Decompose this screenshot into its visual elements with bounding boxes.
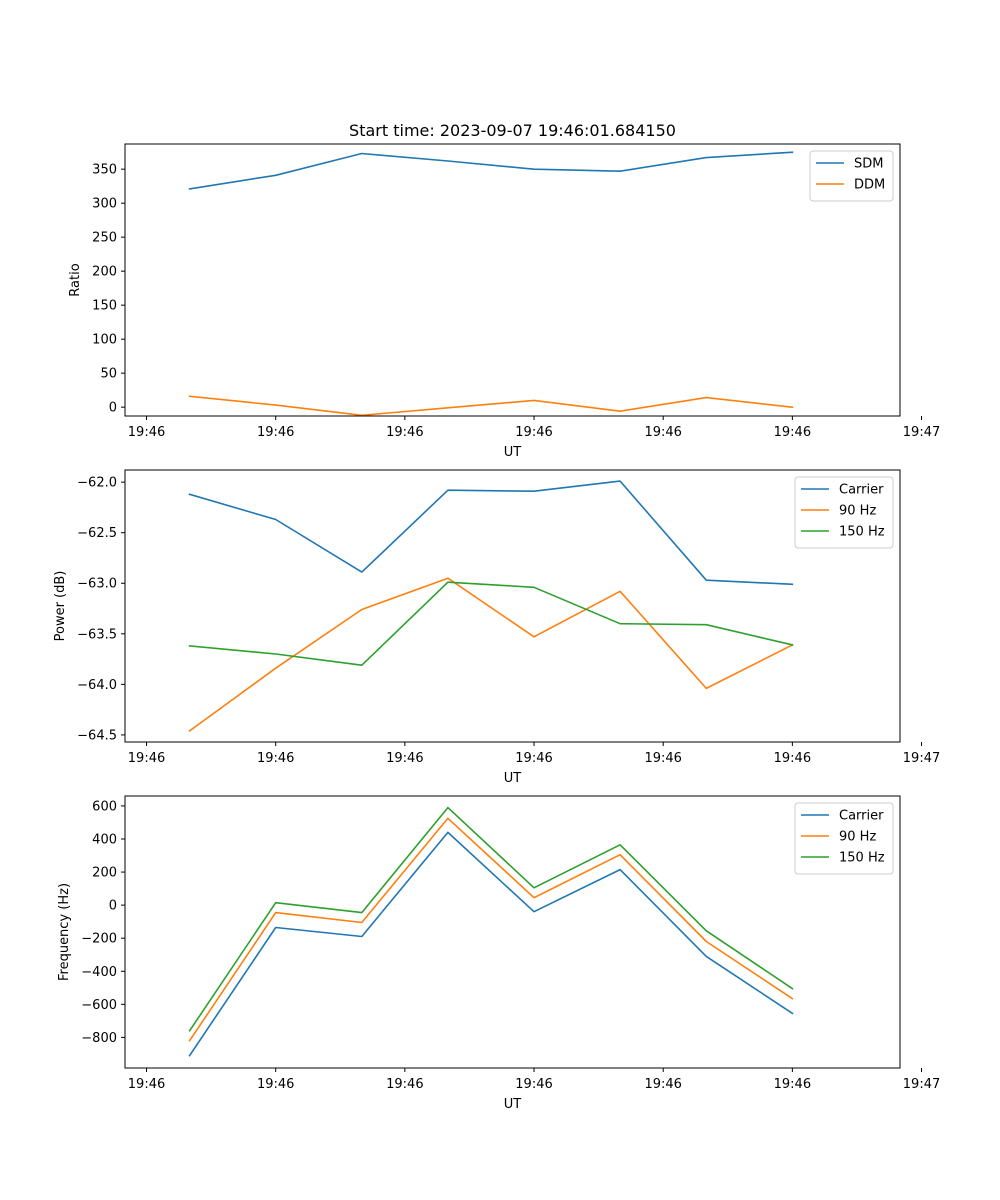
x-axis-label: UT xyxy=(504,771,522,786)
x-tick-label: 19:46 xyxy=(515,751,552,766)
y-axis-label: Ratio xyxy=(68,263,83,296)
ratio-legend: SDM DDM xyxy=(809,150,894,202)
x-axis-label: UT xyxy=(504,445,522,460)
x-tick-label: 19:46 xyxy=(128,751,165,766)
y-tick-label: −400 xyxy=(81,965,117,980)
x-tick-label: 19:47 xyxy=(903,751,940,766)
y-tick-label: 50 xyxy=(100,367,117,382)
x-tick-label: 19:47 xyxy=(903,1077,940,1092)
x-tick-label: 19:46 xyxy=(515,425,552,440)
frequency-legend: Carrier 90 Hz 150 Hz xyxy=(794,802,894,875)
x-tick-label: 19:46 xyxy=(644,751,681,766)
x-tick-label: 19:46 xyxy=(128,425,165,440)
plot-frame xyxy=(124,143,901,417)
legend-label: 150 Hz xyxy=(839,525,885,540)
x-tick-label: 19:46 xyxy=(257,1077,294,1092)
series-line-150-hz xyxy=(188,806,794,1032)
y-tick-label: 0 xyxy=(109,899,117,914)
y-tick-label: 200 xyxy=(92,866,117,881)
plot-frame xyxy=(124,795,901,1069)
series-line-carrier xyxy=(188,831,794,1057)
series-line-90-hz xyxy=(188,577,794,733)
x-tick-label: 19:46 xyxy=(644,1077,681,1092)
legend-label: 90 Hz xyxy=(839,504,876,519)
x-tick-label: 19:46 xyxy=(257,751,294,766)
legend-label: 150 Hz xyxy=(839,851,885,866)
x-tick-label: 19:46 xyxy=(774,751,811,766)
y-tick-label: 350 xyxy=(92,163,117,178)
power-panel: 19:46 19:46 19:46 19:46 19:46 19:46 19:47 −64.5… xyxy=(53,469,940,786)
legend-label: Carrier xyxy=(839,483,884,498)
plot-area xyxy=(125,144,900,416)
y-tick-label: −600 xyxy=(81,998,117,1013)
series-line-sdm xyxy=(188,151,794,190)
y-tick-label: 100 xyxy=(92,333,117,348)
power-legend: Carrier 90 Hz 150 Hz xyxy=(794,476,894,549)
y-tick-label: 0 xyxy=(109,401,117,416)
series-line-ddm xyxy=(188,395,794,417)
y-tick-label: −62.5 xyxy=(77,526,117,541)
y-tick-label: 300 xyxy=(92,197,117,212)
y-tick-label: −64.5 xyxy=(77,728,117,743)
plot-frame xyxy=(124,469,901,743)
x-tick-label: 19:46 xyxy=(774,425,811,440)
series-line-150-hz xyxy=(188,581,794,667)
y-axis-label: Frequency (Hz) xyxy=(57,883,72,981)
x-tick-label: 19:46 xyxy=(774,1077,811,1092)
ratio-panel: Start time: 2023-09-07 19:46:01.684150 1… xyxy=(68,121,940,460)
y-tick-label: 250 xyxy=(92,231,117,246)
frequency-panel: 19:46 19:46 19:46 19:46 19:46 19:46 19:47 −800 −… xyxy=(57,795,940,1112)
y-tick-label: −800 xyxy=(81,1031,117,1046)
y-tick-label: −63.0 xyxy=(77,577,117,592)
y-axis-label: Power (dB) xyxy=(53,571,68,642)
y-tick-label: 400 xyxy=(92,832,117,847)
y-tick-label: 600 xyxy=(92,799,117,814)
power-marks: 19:46 19:46 19:46 19:46 19:46 19:46 19:47 −64.5… xyxy=(77,476,940,766)
legend-label: DDM xyxy=(854,178,885,193)
legend-label: 90 Hz xyxy=(839,830,876,845)
x-tick-label: 19:46 xyxy=(515,1077,552,1092)
plot-area xyxy=(125,470,900,742)
y-tick-label: −64.0 xyxy=(77,678,117,693)
y-tick-label: −62.0 xyxy=(77,476,117,491)
x-tick-label: 19:47 xyxy=(903,425,940,440)
x-tick-label: 19:46 xyxy=(386,1077,423,1092)
y-tick-label: 200 xyxy=(92,265,117,280)
y-tick-label: 150 xyxy=(92,299,117,314)
x-axis-label: UT xyxy=(504,1097,522,1112)
x-tick-label: 19:46 xyxy=(644,425,681,440)
x-tick-label: 19:46 xyxy=(128,1077,165,1092)
chart-title: Start time: 2023-09-07 19:46:01.684150 xyxy=(349,121,676,140)
series-line-90-hz xyxy=(188,817,794,1042)
legend-label: Carrier xyxy=(839,809,884,824)
x-tick-label: 19:46 xyxy=(257,425,294,440)
ratio-marks: 19:46 19:46 19:46 19:46 19:46 19:46 19:47 0 50 10… xyxy=(92,151,940,440)
frequency-marks: 19:46 19:46 19:46 19:46 19:46 19:46 19:47 −800 −… xyxy=(81,799,940,1092)
legend-label: SDM xyxy=(854,157,883,172)
y-tick-label: −63.5 xyxy=(77,627,117,642)
x-tick-label: 19:46 xyxy=(386,425,423,440)
x-tick-label: 19:46 xyxy=(386,751,423,766)
series-line-carrier xyxy=(188,480,794,586)
plot-area xyxy=(125,796,900,1068)
y-tick-label: −200 xyxy=(81,932,117,947)
